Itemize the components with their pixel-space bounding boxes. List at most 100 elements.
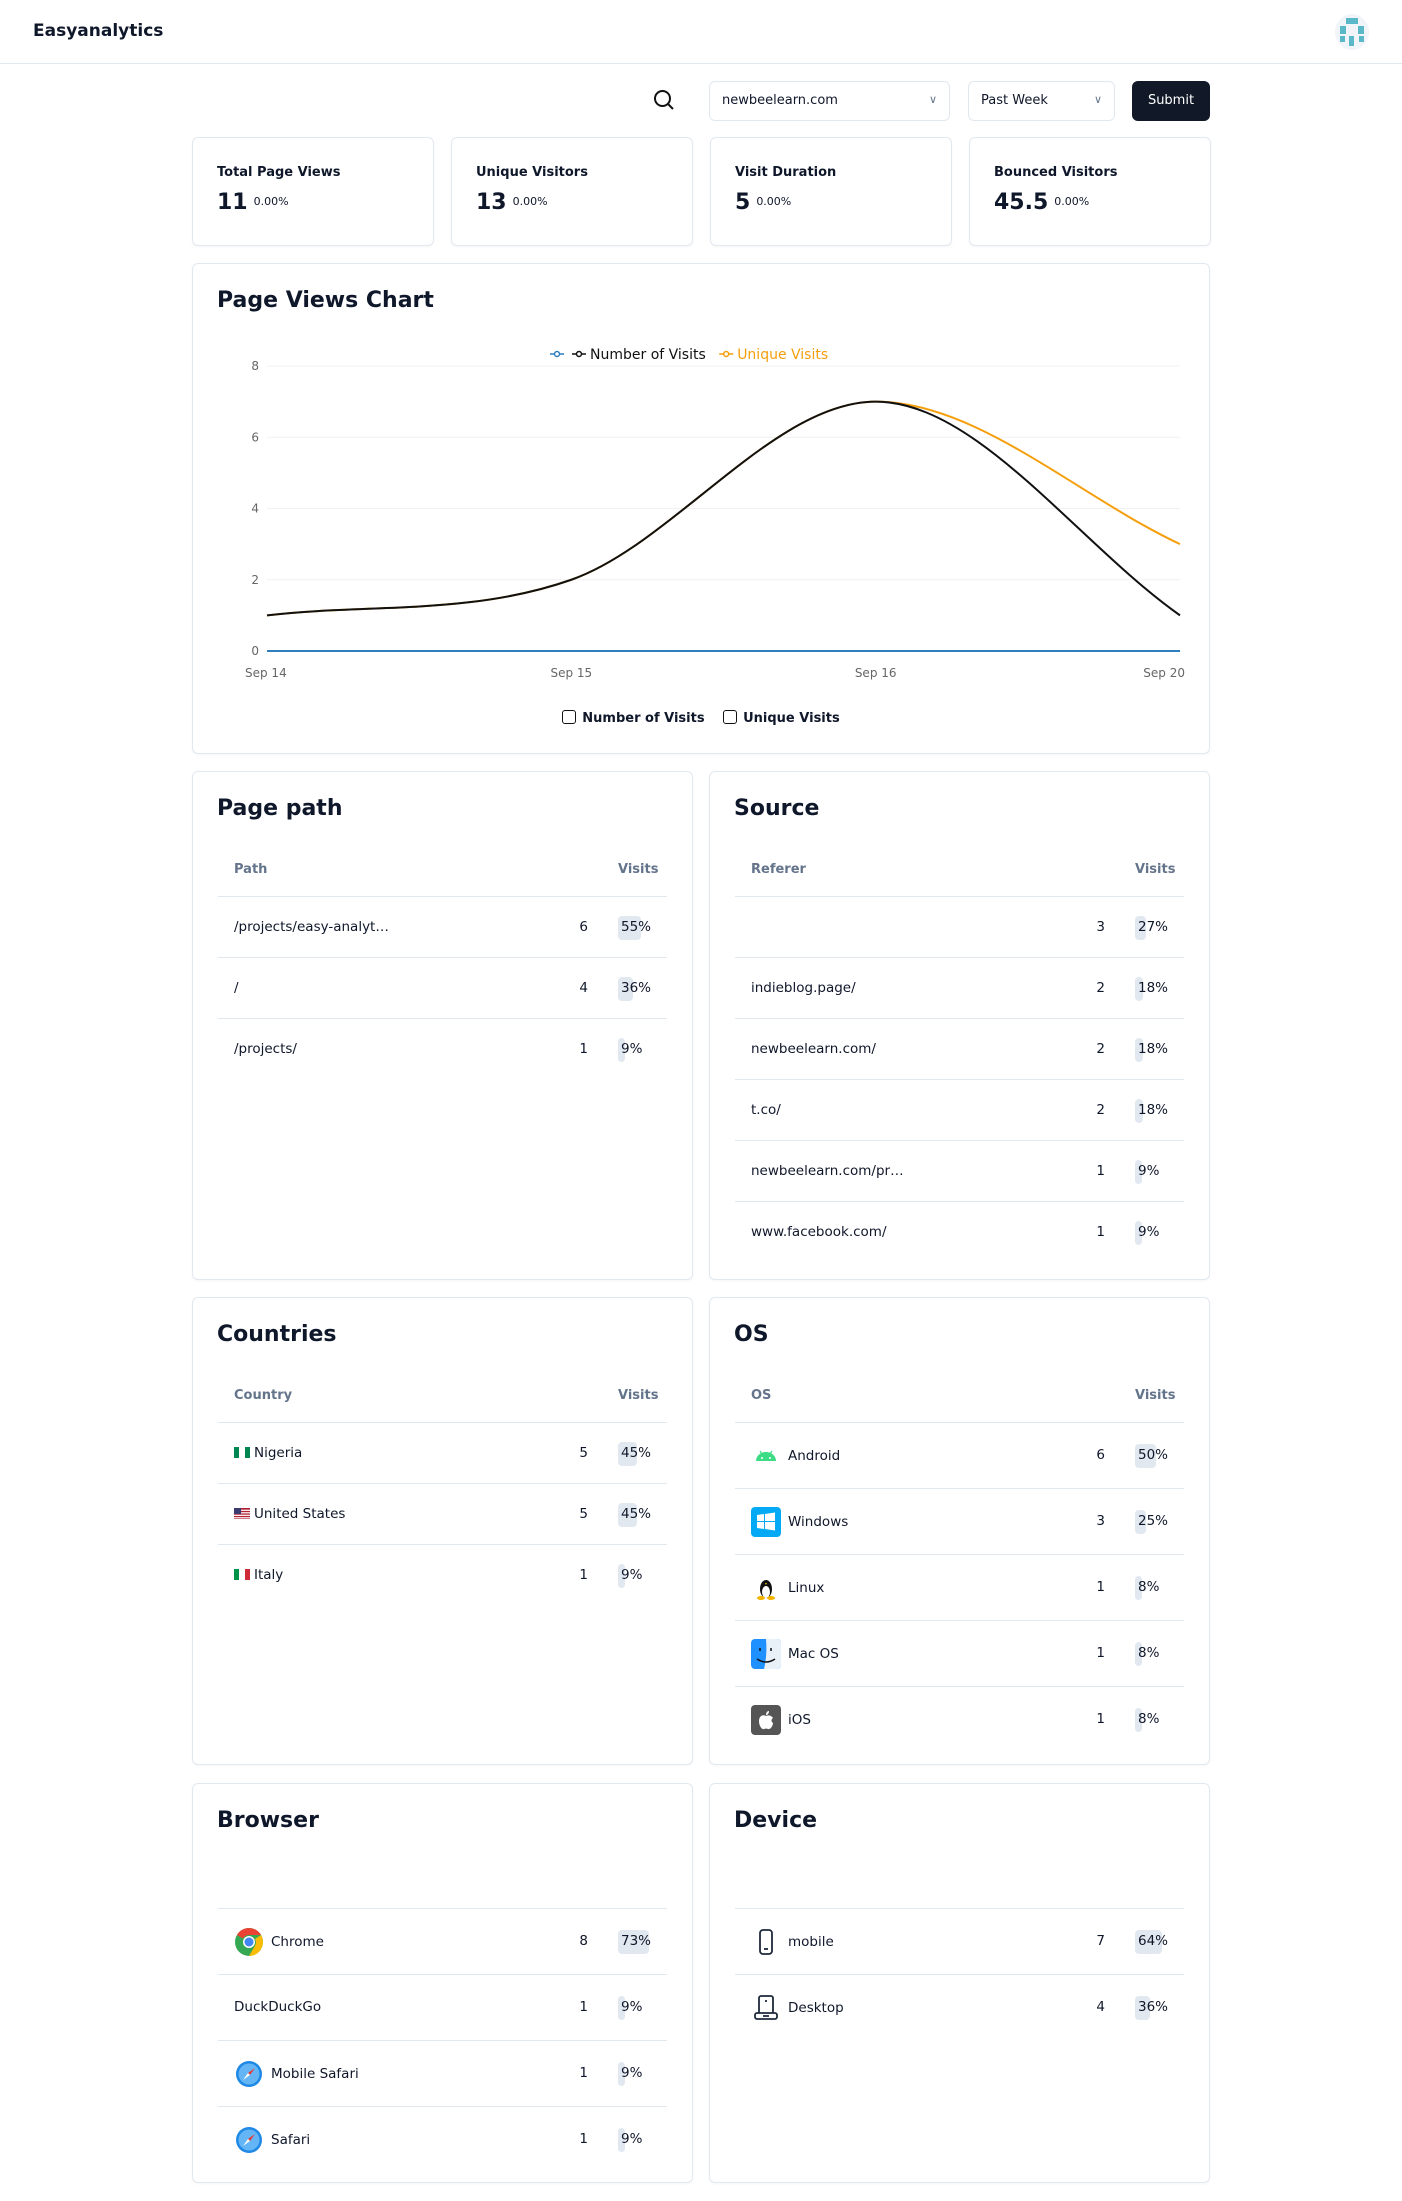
table-row[interactable]: newbeelearn.com/ 2 18%	[735, 1019, 1184, 1080]
column-header: Visits	[1135, 1388, 1176, 1403]
row-percent: 36%	[1138, 1999, 1169, 2015]
table-row[interactable]: Mac OS 1 8%	[735, 1621, 1184, 1687]
toggle-number-of-visits[interactable]: Number of Visits	[562, 710, 705, 726]
row-name-cell: Italy	[234, 1567, 283, 1583]
row-name: Safari	[271, 2132, 311, 2148]
stat-label: Total Page Views	[217, 165, 341, 180]
row-name-cell: Mobile Safari	[234, 2061, 359, 2087]
table-row[interactable]: /projects/ 1 9%	[218, 1019, 667, 1080]
row-percent: 9%	[621, 1566, 643, 1583]
row-percent: 27%	[1138, 918, 1169, 935]
legend-label[interactable]: Number of Visits	[590, 347, 706, 363]
percent-bar	[618, 2128, 625, 2152]
stat-value-wrap: 45.5 0.00%	[994, 190, 1089, 215]
row-count: 1	[1096, 1162, 1105, 1179]
table-row[interactable]: newbeelearn.com/pr… 1 9%	[735, 1141, 1184, 1202]
table-row[interactable]: Safari 1 9%	[218, 2107, 667, 2173]
table-row[interactable]: Desktop 4 36%	[735, 1975, 1184, 2041]
table-row[interactable]: 3 27%	[735, 897, 1184, 958]
chart-title: Page Views Chart	[217, 288, 434, 313]
row-count: 1	[579, 1999, 588, 2015]
x-tick-label: Sep 16	[855, 666, 897, 680]
domain-value: newbeelearn.com	[722, 93, 838, 108]
table-row[interactable]: t.co/ 2 18%	[735, 1080, 1184, 1141]
column-header: Visits	[618, 862, 659, 877]
row-name-cell: Chrome	[234, 1928, 324, 1956]
card-title: Device	[734, 1808, 818, 1833]
column-header: OS	[751, 1388, 772, 1403]
percent-bar	[618, 1996, 625, 2020]
row-count: 1	[1096, 1223, 1105, 1240]
percent-bar	[1135, 976, 1143, 1001]
table-row[interactable]: Chrome 8 73%	[218, 1909, 667, 1975]
percent-bar	[1135, 1159, 1142, 1184]
brand-name[interactable]: Easyanalytics	[33, 21, 164, 41]
stat-label: Visit Duration	[735, 165, 837, 180]
os-card: OS OS Visits Android 6 50% Windows 3 25% L…	[709, 1297, 1210, 1765]
percent-bar	[618, 1502, 637, 1527]
series-line-number-of-visits	[266, 400, 1181, 617]
column-header: Visits	[1135, 862, 1176, 877]
table-row[interactable]: / 4 36%	[218, 958, 667, 1019]
table-row[interactable]: Italy 1 9%	[218, 1545, 667, 1606]
column-header: Visits	[618, 1388, 659, 1403]
table-header	[735, 1854, 1184, 1909]
row-name: DuckDuckGo	[234, 1999, 322, 2015]
row-name-cell: /projects/	[234, 1041, 297, 1057]
row-count: 2	[1096, 979, 1105, 996]
row-count: 6	[1096, 1447, 1105, 1463]
table-row[interactable]: iOS 1 8%	[735, 1687, 1184, 1753]
table-row[interactable]: www.facebook.com/ 1 9%	[735, 1202, 1184, 1263]
flag-us-icon	[234, 1508, 250, 1519]
submit-button[interactable]: Submit	[1132, 81, 1210, 121]
table-row[interactable]: United States 5 45%	[218, 1484, 667, 1545]
search-icon[interactable]	[652, 88, 676, 112]
stat-value: 13	[476, 190, 507, 215]
legend-label[interactable]: Unique Visits	[737, 347, 828, 363]
row-count: 2	[1096, 1101, 1105, 1118]
table-row[interactable]: Android 6 50%	[735, 1423, 1184, 1489]
table-row[interactable]: /projects/easy-analyt… 6 55%	[218, 897, 667, 958]
table-row[interactable]: indieblog.page/ 2 18%	[735, 958, 1184, 1019]
column-header: Country	[234, 1388, 293, 1403]
row-name-cell: newbeelearn.com/	[751, 1041, 876, 1057]
table-row[interactable]: Mobile Safari 1 9%	[218, 2041, 667, 2107]
table-row[interactable]: mobile 7 64%	[735, 1909, 1184, 1975]
row-name-cell: United States	[234, 1506, 345, 1522]
percent-bar	[1135, 1510, 1146, 1534]
table-row[interactable]: Windows 3 25%	[735, 1489, 1184, 1555]
row-percent: 9%	[1138, 1162, 1160, 1179]
y-tick-label: 4	[251, 502, 259, 516]
y-tick-label: 0	[251, 644, 259, 658]
row-name-cell: indieblog.page/	[751, 980, 856, 996]
checkbox[interactable]	[562, 710, 577, 724]
row-name: newbeelearn.com/pr…	[751, 1162, 904, 1179]
pagepath-table: Path Visits /projects/easy-analyt… 6 55% …	[218, 842, 667, 1080]
row-count: 1	[579, 2065, 588, 2081]
row-count: 1	[579, 1566, 588, 1583]
row-percent: 36%	[621, 979, 652, 996]
checkbox[interactable]	[723, 710, 738, 724]
stat-card: Visit Duration 5 0.00%	[710, 137, 952, 246]
table-row[interactable]: Linux 1 8%	[735, 1555, 1184, 1621]
y-tick-label: 6	[251, 430, 259, 444]
card-title: Source	[734, 796, 820, 821]
row-percent: 8%	[1138, 1579, 1160, 1595]
table-row[interactable]: Nigeria 5 45%	[218, 1423, 667, 1484]
period-select[interactable]: Past Week ∨	[968, 81, 1115, 121]
domain-select[interactable]: newbeelearn.com ∨	[709, 81, 950, 121]
user-avatar[interactable]	[1335, 14, 1369, 50]
y-tick-label: 8	[251, 359, 259, 373]
row-percent: 18%	[1138, 1101, 1169, 1118]
percent-bar	[1135, 1220, 1142, 1245]
legend-marker-icon	[722, 350, 730, 358]
row-count: 1	[579, 2131, 588, 2147]
page-views-chart-card: Page Views Chart 0 2 4 6 8 Sep 14 Sep 15 Sep 16…	[192, 263, 1210, 754]
row-name-cell: Mac OS	[751, 1639, 839, 1669]
row-count: 4	[1096, 1999, 1105, 2015]
table-row[interactable]: DuckDuckGo 1 9%	[218, 1975, 667, 2041]
row-name-cell: Safari	[234, 2127, 311, 2153]
toggle-unique-visits[interactable]: Unique Visits	[723, 710, 840, 726]
stat-value-wrap: 13 0.00%	[476, 190, 548, 215]
countries-table: Country Visits Nigeria 5 45% United State…	[218, 1368, 667, 1606]
